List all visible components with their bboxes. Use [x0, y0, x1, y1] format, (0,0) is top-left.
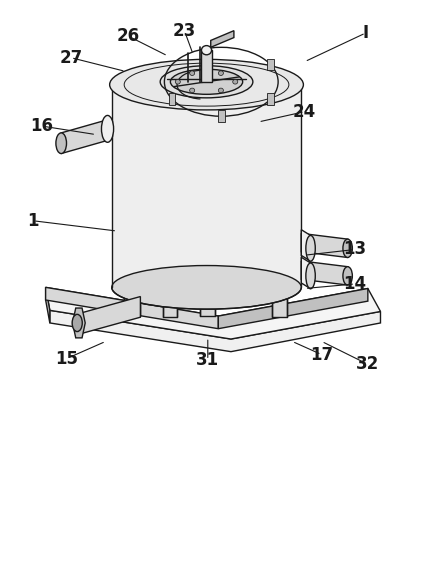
- Polygon shape: [46, 287, 380, 339]
- Ellipse shape: [184, 263, 229, 286]
- Polygon shape: [301, 233, 348, 257]
- Ellipse shape: [170, 69, 243, 94]
- Ellipse shape: [175, 80, 180, 84]
- Text: 13: 13: [344, 241, 367, 258]
- Text: 16: 16: [30, 117, 53, 135]
- Polygon shape: [200, 288, 215, 316]
- Ellipse shape: [218, 71, 223, 76]
- Text: 1: 1: [27, 212, 39, 230]
- Ellipse shape: [233, 80, 238, 84]
- Ellipse shape: [56, 133, 67, 153]
- Polygon shape: [46, 287, 218, 329]
- Polygon shape: [112, 85, 301, 287]
- Polygon shape: [46, 287, 50, 323]
- Polygon shape: [272, 295, 287, 317]
- Ellipse shape: [306, 235, 315, 261]
- Ellipse shape: [190, 71, 195, 76]
- Ellipse shape: [343, 267, 352, 285]
- Polygon shape: [82, 297, 140, 334]
- Polygon shape: [301, 257, 310, 288]
- Polygon shape: [211, 31, 234, 47]
- Polygon shape: [163, 293, 177, 317]
- Polygon shape: [201, 50, 212, 82]
- Ellipse shape: [160, 66, 253, 98]
- Ellipse shape: [112, 265, 301, 309]
- Text: 14: 14: [344, 275, 367, 293]
- Polygon shape: [50, 310, 380, 351]
- Text: 17: 17: [310, 346, 333, 364]
- Ellipse shape: [218, 88, 223, 93]
- Text: 24: 24: [293, 103, 316, 121]
- Ellipse shape: [306, 263, 315, 288]
- Polygon shape: [169, 93, 176, 105]
- Polygon shape: [301, 230, 310, 261]
- Text: 27: 27: [59, 48, 83, 67]
- Polygon shape: [301, 261, 348, 285]
- Text: 23: 23: [173, 23, 196, 40]
- Ellipse shape: [101, 115, 114, 143]
- Polygon shape: [61, 118, 112, 153]
- Text: 31: 31: [196, 351, 219, 369]
- Polygon shape: [124, 288, 139, 316]
- Ellipse shape: [72, 314, 82, 332]
- Ellipse shape: [184, 276, 229, 299]
- Polygon shape: [184, 274, 229, 287]
- Polygon shape: [267, 59, 274, 70]
- Ellipse shape: [190, 88, 195, 93]
- Polygon shape: [218, 110, 225, 122]
- Text: I: I: [363, 24, 369, 42]
- Polygon shape: [267, 93, 274, 105]
- Ellipse shape: [201, 46, 212, 55]
- Text: 15: 15: [55, 350, 78, 368]
- Polygon shape: [73, 308, 85, 338]
- Polygon shape: [218, 288, 368, 329]
- Ellipse shape: [110, 59, 304, 110]
- Text: 32: 32: [356, 355, 379, 373]
- Text: 26: 26: [116, 27, 139, 45]
- Ellipse shape: [343, 239, 352, 257]
